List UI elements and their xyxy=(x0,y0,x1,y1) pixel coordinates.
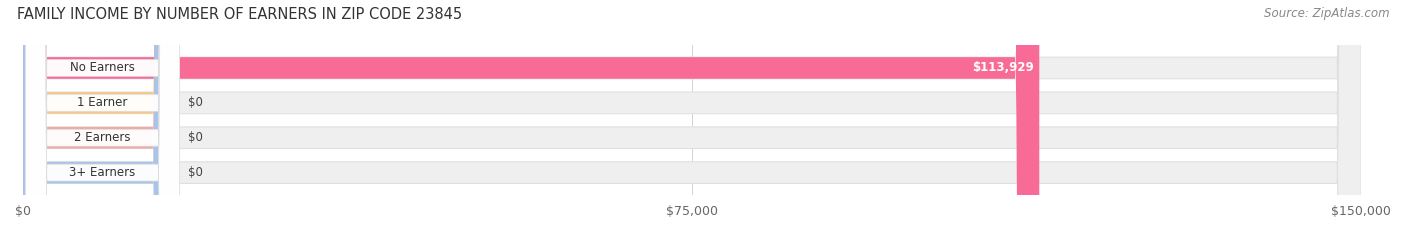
Text: Source: ZipAtlas.com: Source: ZipAtlas.com xyxy=(1264,7,1389,20)
Text: $0: $0 xyxy=(187,131,202,144)
Text: FAMILY INCOME BY NUMBER OF EARNERS IN ZIP CODE 23845: FAMILY INCOME BY NUMBER OF EARNERS IN ZI… xyxy=(17,7,463,22)
Text: $0: $0 xyxy=(187,96,202,109)
FancyBboxPatch shape xyxy=(22,0,177,233)
FancyBboxPatch shape xyxy=(22,0,1039,233)
FancyBboxPatch shape xyxy=(22,0,1361,233)
FancyBboxPatch shape xyxy=(25,0,180,233)
Text: 1 Earner: 1 Earner xyxy=(77,96,128,109)
Text: $113,929: $113,929 xyxy=(972,62,1033,75)
Text: 2 Earners: 2 Earners xyxy=(75,131,131,144)
Text: $0: $0 xyxy=(187,166,202,179)
Text: 3+ Earners: 3+ Earners xyxy=(69,166,136,179)
FancyBboxPatch shape xyxy=(25,0,180,233)
FancyBboxPatch shape xyxy=(25,0,180,233)
FancyBboxPatch shape xyxy=(25,0,180,233)
FancyBboxPatch shape xyxy=(22,0,177,233)
FancyBboxPatch shape xyxy=(22,0,1361,233)
FancyBboxPatch shape xyxy=(22,0,1361,233)
FancyBboxPatch shape xyxy=(22,0,177,233)
Text: No Earners: No Earners xyxy=(70,62,135,75)
FancyBboxPatch shape xyxy=(22,0,1361,233)
